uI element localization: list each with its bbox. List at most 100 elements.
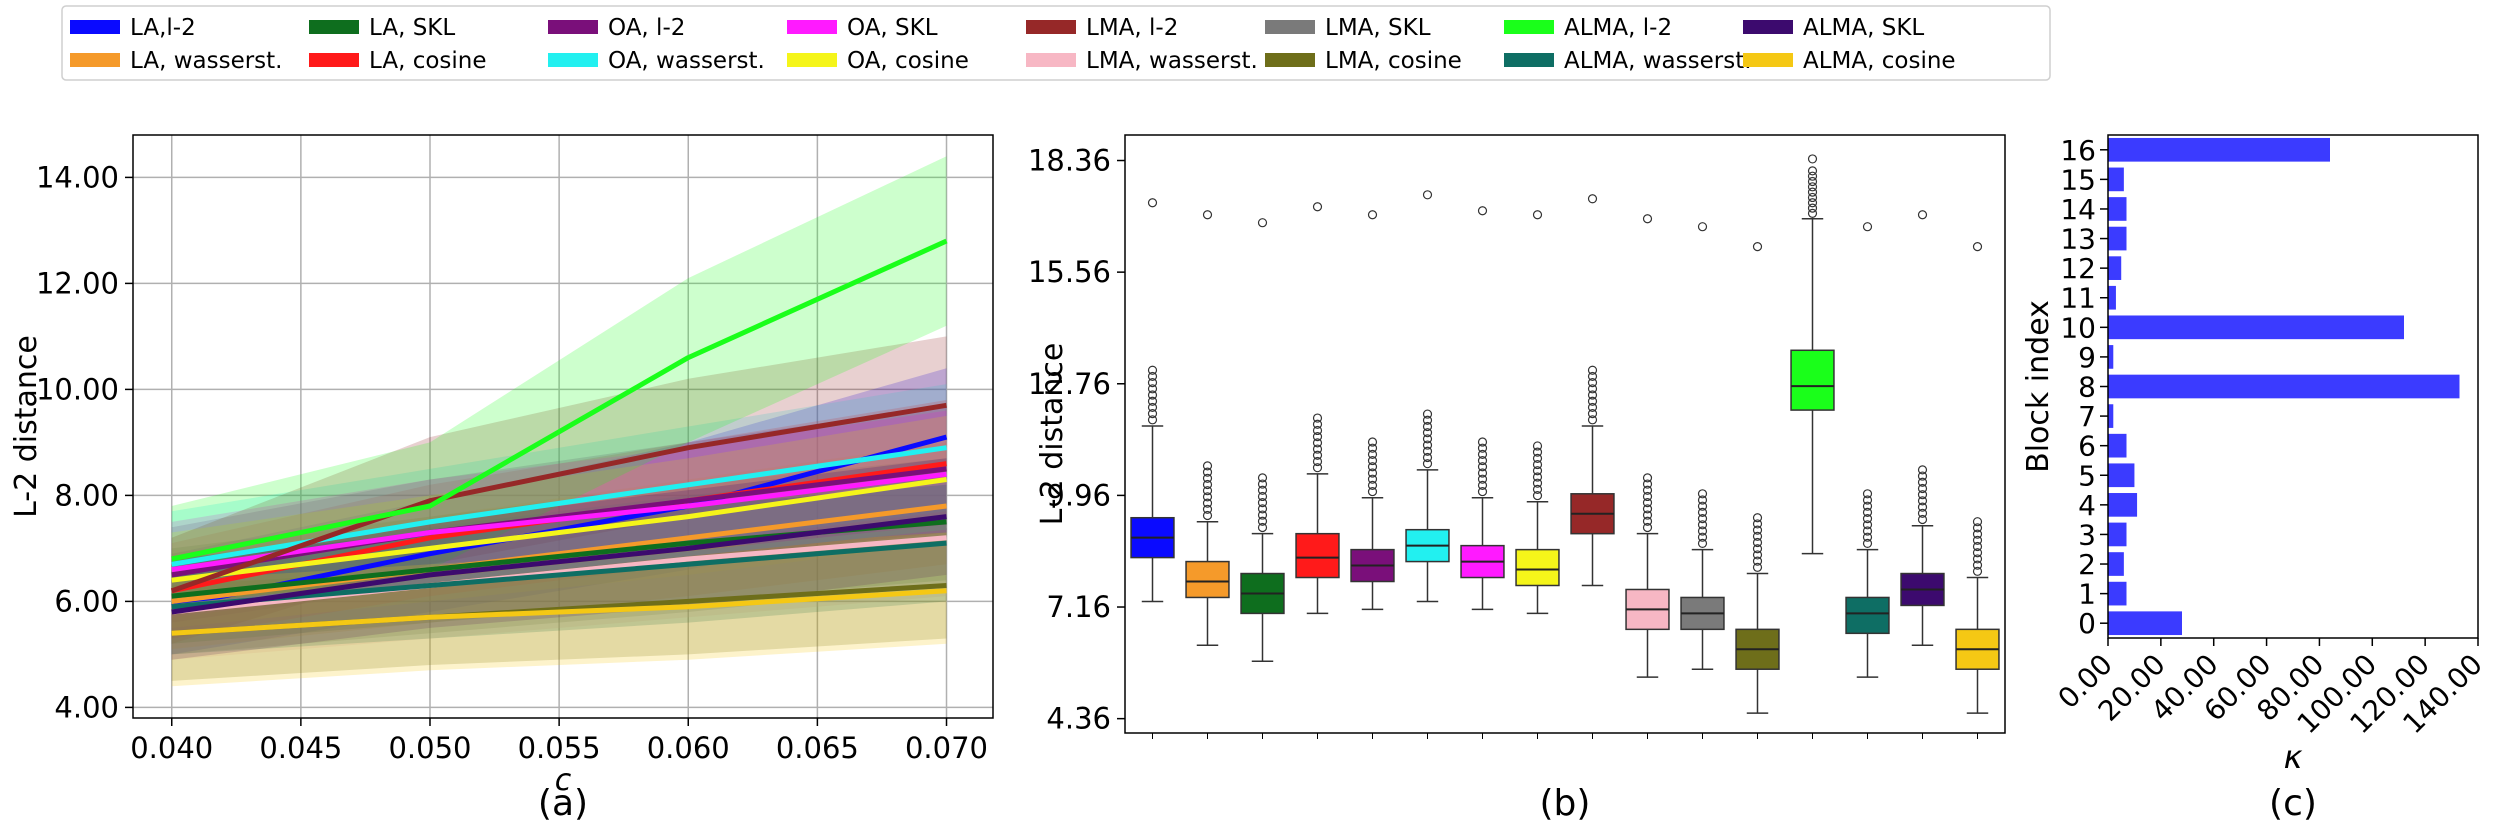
outlier-point [1752, 544, 1763, 554]
outlier-point [1477, 206, 1488, 216]
outlier-point [1697, 501, 1708, 511]
outlier-point [1917, 471, 1928, 481]
outlier-point [1532, 447, 1543, 457]
outlier-point [1972, 560, 1983, 570]
outlier-point [1917, 490, 1928, 500]
x-tick-label: 0.065 [776, 731, 859, 765]
outlier-point [1697, 532, 1708, 542]
outlier-point [1917, 514, 1928, 525]
outlier-point [1422, 440, 1433, 450]
legend-swatch [548, 20, 598, 34]
outlier-point [1587, 371, 1598, 382]
outlier-point [1807, 203, 1818, 213]
outlier-point [1807, 187, 1818, 197]
legend-swatch [70, 53, 120, 67]
outlier-point [1862, 495, 1873, 505]
series-line [170, 402, 947, 594]
outlier-point [1202, 510, 1213, 521]
y-tick-label: 18.36 [1028, 144, 1111, 178]
outlier-point [1807, 208, 1818, 219]
bar [2108, 285, 2116, 310]
legend-swatch [1743, 20, 1793, 34]
outlier-point [1752, 531, 1763, 541]
outlier-point [1367, 474, 1378, 484]
y-tick-label: 2 [2078, 548, 2096, 581]
legend-label: ALMA, cosine [1803, 48, 1956, 74]
legend-label: ALMA, SKL [1803, 15, 1924, 41]
outlier-point [1917, 465, 1928, 475]
y-tick-label: 8 [2078, 371, 2096, 404]
series-line [171, 514, 947, 615]
bar [2108, 552, 2124, 576]
outlier-point [1642, 214, 1653, 224]
outlier-point [1917, 502, 1928, 512]
y-tick-label: 15.56 [1028, 255, 1111, 289]
y-tick-label: 14 [2060, 193, 2096, 226]
outlier-point [1862, 507, 1873, 518]
outlier-point [1147, 371, 1158, 382]
outlier-point [1697, 526, 1708, 536]
y-tick-label: 10.00 [36, 372, 119, 406]
outlier-point [1972, 242, 1983, 252]
outlier-point [1642, 473, 1653, 483]
outlier-point [1917, 483, 1928, 494]
outlier-point [1752, 513, 1763, 523]
outlier-point [1587, 415, 1598, 425]
outlier-point [1257, 218, 1268, 228]
outlier-point [1312, 450, 1323, 460]
legend-swatch [787, 53, 837, 67]
outlier-point [1972, 517, 1983, 527]
outlier-point [1422, 452, 1433, 463]
outlier-point [1147, 198, 1158, 208]
outlier-point [1202, 210, 1213, 220]
legend-swatch [1026, 53, 1076, 67]
legend-swatch [1026, 20, 1076, 34]
x-axis-label: κ [2284, 738, 2303, 776]
outlier-point [1202, 498, 1213, 508]
outlier-point [1477, 468, 1488, 478]
outlier-point [1862, 532, 1873, 542]
outlier-point [1202, 461, 1213, 471]
outlier-point [1587, 409, 1598, 419]
outlier-point [1147, 390, 1158, 400]
outlier-point [1917, 210, 1928, 220]
y-axis-label: L-2 distance [1035, 343, 1070, 526]
plot-frame [1124, 134, 2006, 734]
panel-label: (c) [2269, 783, 2317, 824]
outlier-point [1642, 491, 1653, 502]
outlier-point [1202, 479, 1213, 490]
outlier-point [1587, 396, 1598, 406]
outlier-point [1422, 190, 1433, 200]
outlier-point [1257, 516, 1268, 526]
outlier-point [1532, 459, 1543, 470]
y-axis-label: L-2 distance [9, 335, 44, 518]
outlier-point [1642, 498, 1653, 508]
bar [2108, 522, 2127, 547]
bar [2108, 226, 2127, 251]
outlier-point [1972, 523, 1983, 533]
outlier-point [1917, 508, 1928, 518]
outlier-point [1147, 396, 1158, 406]
outlier-point [1477, 449, 1488, 459]
outlier-point [1587, 384, 1598, 394]
outlier-point [1862, 520, 1873, 530]
outlier-point [1422, 434, 1433, 444]
outlier-point [1367, 210, 1378, 220]
outlier-point [1697, 495, 1708, 505]
outlier-point [1807, 182, 1818, 192]
bar [2108, 167, 2124, 192]
outlier-point [1532, 466, 1543, 476]
outlier-point [1642, 479, 1653, 489]
series-line [171, 466, 947, 578]
box [1185, 560, 1230, 599]
outlier-point [1477, 480, 1488, 490]
legend-label: LA,l-2 [130, 15, 196, 41]
outlier-point [1862, 501, 1873, 511]
y-tick-label: 6.00 [54, 584, 119, 618]
y-tick-label: 7 [2078, 400, 2096, 433]
outlier-point [1587, 390, 1598, 400]
bar [2108, 197, 2127, 221]
bar [2108, 463, 2135, 488]
y-tick-label: 14.00 [36, 160, 119, 194]
outlier-point [1312, 432, 1323, 442]
